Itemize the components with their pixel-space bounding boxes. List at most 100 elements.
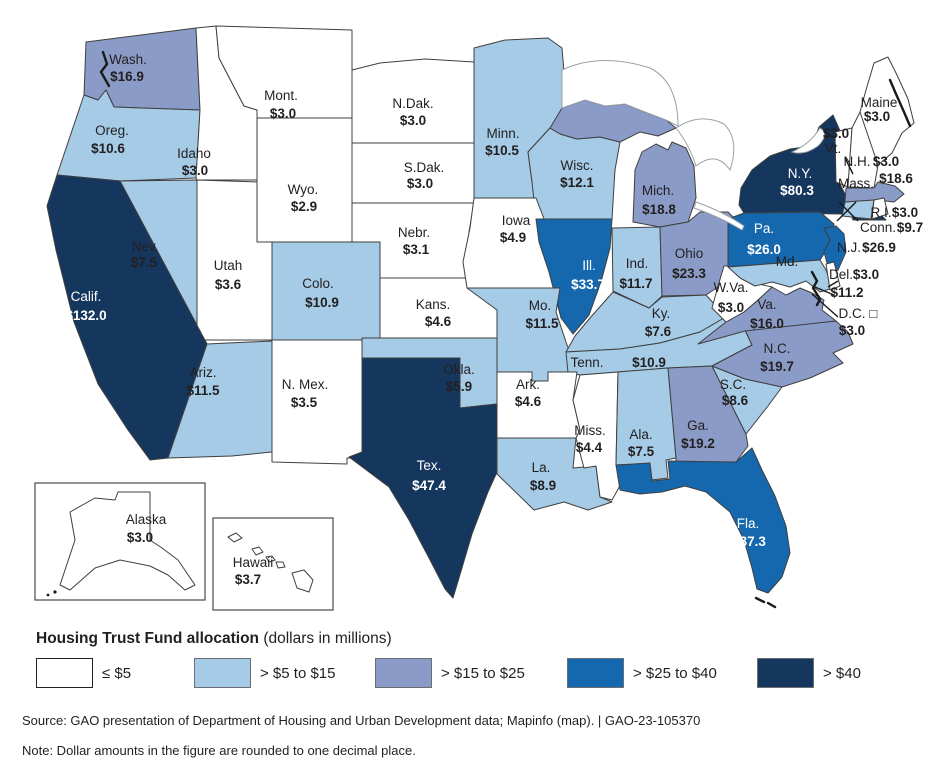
state-label-ga: Ga.: [687, 418, 709, 433]
legend-swatch: [567, 658, 624, 688]
state-label-in: $11.7: [619, 276, 652, 291]
state-label-mt: Mont.: [264, 88, 298, 103]
state-delaware: [825, 261, 841, 291]
legend-item: > $15 to $25: [375, 658, 525, 688]
state-label-mi: Mich.: [642, 183, 674, 198]
legend-label: > $15 to $25: [441, 664, 525, 682]
state-label-ia: Iowa: [502, 213, 531, 228]
state-label-ne: $3.1: [403, 242, 430, 257]
state-labels: Wash.$16.9Oreg.$10.6Calif.$132.0Nev.$7.5…: [65, 52, 923, 587]
state-label-ny: $80.3: [780, 183, 814, 198]
state-label-me: $3.0: [864, 109, 890, 124]
state-hawaii-islands: [227, 532, 314, 593]
state-label-me: Maine: [861, 95, 898, 110]
state-label-ny: N.Y.: [788, 166, 813, 181]
md-callout-line: [814, 286, 835, 296]
state-label-ma: Mass.: [838, 176, 874, 191]
state-label-or: $10.6: [91, 141, 125, 156]
state-louisiana: [496, 437, 613, 511]
state-label-ut: Utah: [214, 258, 243, 273]
state-montana: [215, 25, 353, 119]
vt-callout-line: [844, 157, 854, 175]
state-label-sc: $8.6: [722, 393, 749, 408]
state-label-ok: Okla.: [443, 362, 475, 377]
legend-subtitle-text: (dollars in millions): [259, 630, 392, 647]
state-label-de: Del.: [829, 267, 853, 282]
state-label-nv: $7.5: [131, 255, 158, 270]
great-lakes: [561, 60, 825, 231]
hawaii-inset-box: [212, 517, 334, 611]
state-label-al: $7.5: [628, 444, 655, 459]
state-north-carolina: [711, 320, 854, 388]
state-label-dc: D.C. □: [839, 306, 878, 321]
state-label-nd: N.Dak.: [392, 96, 433, 111]
state-label-sc: S.C.: [720, 377, 746, 392]
state-label-md: Md.: [776, 254, 799, 269]
state-label-pa: Pa.: [754, 221, 774, 236]
state-connecticut: [841, 199, 875, 220]
state-new-jersey: [823, 225, 847, 275]
legend-swatch: [757, 658, 814, 688]
state-label-ak: Alaska: [126, 512, 167, 527]
state-label-ma: $18.6: [879, 171, 913, 186]
state-label-ri: R.I.: [870, 205, 891, 220]
state-maryland: [727, 259, 834, 293]
state-label-nh: N.H.: [844, 154, 871, 169]
state-label-nj: $26.9: [862, 240, 896, 255]
state-label-nm: $3.5: [291, 395, 318, 410]
state-arizona: [167, 340, 273, 459]
legend-label: > $5 to $15: [260, 664, 336, 682]
state-label-ct: Conn.: [860, 220, 896, 235]
state-label-va: $16.0: [750, 316, 784, 331]
state-label-de: $3.0: [853, 267, 879, 282]
state-label-la: $8.9: [530, 478, 556, 493]
legend-swatch: [36, 658, 93, 688]
puget-sound-detail: [99, 50, 111, 88]
legend-item: > $25 to $40: [567, 658, 717, 688]
state-label-wi: $12.1: [560, 175, 594, 190]
maine-coast-detail: [888, 78, 912, 128]
legend-label: > $40: [823, 664, 861, 682]
state-label-nc: N.C.: [764, 341, 791, 356]
note-line: Note: Dollar amounts in the figure are r…: [22, 743, 416, 758]
state-label-ms: $4.4: [576, 440, 603, 455]
state-label-il: $33.7: [571, 277, 605, 292]
state-label-tx: Tex.: [417, 458, 442, 473]
state-illinois: [535, 218, 613, 335]
state-label-nd: $3.0: [400, 113, 426, 128]
state-label-nh: $3.0: [873, 154, 899, 169]
florida-keys: [754, 596, 777, 609]
state-label-id: Idaho: [177, 146, 211, 161]
state-label-ks: Kans.: [416, 297, 451, 312]
state-label-dc: $3.0: [839, 323, 865, 338]
state-label-wa: Wash.: [109, 52, 147, 67]
state-label-ut: $3.6: [215, 277, 242, 292]
state-label-wi: Wisc.: [561, 158, 594, 173]
state-wyoming: [256, 117, 353, 243]
state-label-tn: Tenn.: [570, 355, 603, 370]
state-label-id: $3.0: [182, 163, 208, 178]
state-label-ga: $19.2: [681, 436, 715, 451]
state-label-az: Ariz.: [190, 365, 217, 380]
lake-erie: [693, 201, 745, 231]
state-alaska: [59, 491, 196, 591]
state-label-mo: $11.5: [525, 316, 559, 331]
callout-lines: [811, 157, 859, 318]
state-label-vt: $3.0: [823, 126, 849, 141]
state-label-ct: $9.7: [897, 220, 923, 235]
legend-item: > $5 to $15: [194, 658, 335, 688]
state-texas: [348, 357, 498, 599]
state-label-wy: $2.9: [291, 199, 317, 214]
state-label-ms: Miss.: [574, 423, 606, 438]
state-label-tx: $47.4: [412, 478, 446, 493]
state-label-mo: Mo.: [529, 298, 552, 313]
state-label-nm: N. Mex.: [282, 377, 329, 392]
state-label-fl: Fla.: [737, 516, 760, 531]
state-label-oh: Ohio: [675, 246, 704, 261]
aleutian-island-dot: [46, 593, 50, 597]
state-florida: [615, 447, 791, 594]
del-callout-line: [827, 280, 839, 288]
state-label-mi: $18.8: [642, 202, 676, 217]
state-label-mt: $3.0: [270, 106, 296, 121]
state-label-sd: $3.0: [407, 176, 433, 191]
